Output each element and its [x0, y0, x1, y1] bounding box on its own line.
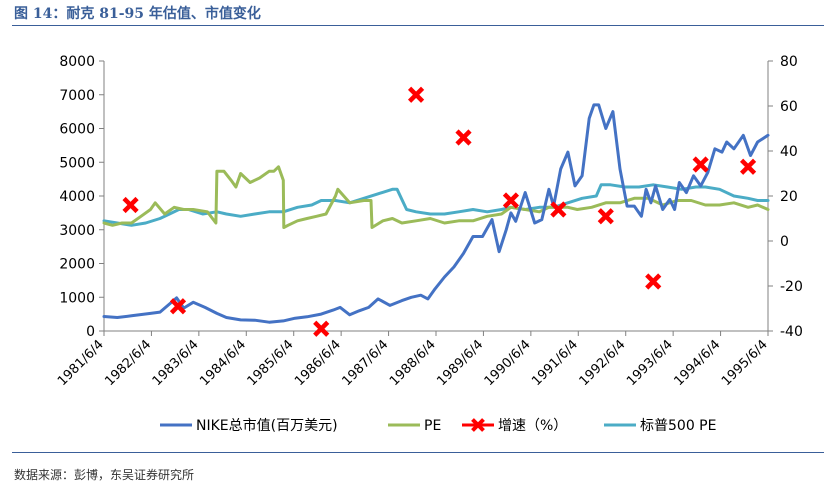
- y-left-tick-label: 3000: [59, 223, 95, 239]
- x-tick-label: 1987/6/4: [340, 337, 392, 389]
- series-line-pe: [102, 165, 770, 229]
- source-rule: [12, 452, 824, 453]
- growth-marker-stroke-b: [692, 156, 709, 173]
- legend: NIKE总市值(百万美元) PE 增速（%） 标普500 PE: [160, 417, 716, 434]
- x-tick-label: 1993/6/4: [624, 337, 676, 389]
- legend-label: 增速（%）: [498, 418, 567, 434]
- growth-marker-stroke-b: [645, 273, 662, 290]
- x-tick-label: 1985/6/4: [245, 337, 297, 389]
- y-right-tick-label: 60: [780, 99, 798, 115]
- x-tick-label: 1983/6/4: [150, 337, 202, 389]
- growth-marker-stroke-b: [313, 320, 330, 337]
- legend-marker-b: [471, 418, 485, 432]
- y-left-tick-label: 4000: [59, 189, 95, 205]
- y-right-tick-label: 20: [780, 189, 798, 205]
- marker-layer: [122, 86, 757, 337]
- x-tick-label: 1984/6/4: [197, 337, 249, 389]
- growth-marker-stroke-b: [407, 86, 425, 103]
- y-left-tick-label: 5000: [59, 155, 95, 171]
- legend-item: NIKE总市值(百万美元): [160, 417, 338, 434]
- y-right-tick-label: 0: [780, 234, 789, 250]
- source-note: 数据来源：彭博，东吴证券研究所: [14, 468, 195, 482]
- y-right-tick-label: 80: [780, 54, 798, 70]
- growth-marker-stroke-b: [550, 201, 567, 218]
- x-tick-label: 1992/6/4: [577, 337, 629, 389]
- y-left-tick-label: 0: [86, 324, 95, 340]
- y-left-tick-label: 1000: [59, 290, 95, 306]
- x-tick-label: 1991/6/4: [529, 337, 581, 389]
- growth-marker: [550, 201, 567, 218]
- y-left-tick-label: 2000: [59, 257, 95, 273]
- x-tick-label: 1982/6/4: [102, 337, 154, 389]
- x-tick-label: 1990/6/4: [482, 337, 534, 389]
- x-tick-label: 1994/6/4: [672, 337, 724, 389]
- figure-title: 图 14：耐克 81-95 年估值、市值变化: [14, 6, 261, 22]
- y-left-tick-label: 7000: [59, 88, 95, 104]
- x-tick-label: 1988/6/4: [387, 337, 439, 389]
- growth-marker: [692, 156, 709, 173]
- growth-marker-stroke-b: [739, 158, 757, 175]
- x-tick-label: 1986/6/4: [292, 337, 344, 389]
- growth-marker-stroke-b: [597, 208, 614, 225]
- legend-label: NIKE总市值(百万美元): [196, 417, 338, 434]
- growth-marker: [455, 129, 472, 146]
- x-tick-label: 1995/6/4: [719, 337, 771, 389]
- growth-marker: [313, 320, 330, 337]
- x-tick-label: 1981/6/4: [55, 337, 107, 389]
- series-layer: [102, 103, 770, 324]
- growth-marker: [122, 196, 139, 214]
- growth-marker: [597, 208, 614, 225]
- y-right-tick-label: -40: [780, 324, 803, 340]
- legend-label: PE: [424, 418, 441, 434]
- growth-marker: [739, 158, 757, 175]
- y-left-tick-label: 8000: [59, 54, 95, 70]
- plot-frame: [99, 60, 773, 336]
- y-right-tick-label: -20: [780, 279, 803, 295]
- legend-item: PE: [388, 418, 441, 434]
- growth-marker: [169, 298, 187, 315]
- legend-label: 标普500 PE: [640, 418, 716, 434]
- growth-marker: [502, 192, 520, 209]
- series-line-nike-market-cap: [102, 103, 770, 324]
- growth-marker-stroke-b: [502, 192, 520, 209]
- legend-item: 增速（%）: [462, 418, 567, 434]
- series-line-sp500-pe: [102, 183, 770, 227]
- y-right-tick-label: 40: [780, 144, 798, 160]
- growth-marker: [645, 273, 662, 290]
- growth-marker: [407, 86, 425, 103]
- legend-item: 标普500 PE: [604, 418, 716, 434]
- growth-marker-stroke-b: [122, 196, 139, 214]
- x-tick-label: 1989/6/4: [434, 337, 486, 389]
- growth-marker-stroke-b: [169, 298, 187, 315]
- y-left-tick-label: 6000: [59, 122, 95, 138]
- title-rule: [12, 25, 824, 26]
- axis-labels: 0 1000 2000 3000 4000 5000 6000 7000 8000 -40 -20 0…: [55, 54, 803, 389]
- growth-marker-stroke-b: [455, 129, 472, 146]
